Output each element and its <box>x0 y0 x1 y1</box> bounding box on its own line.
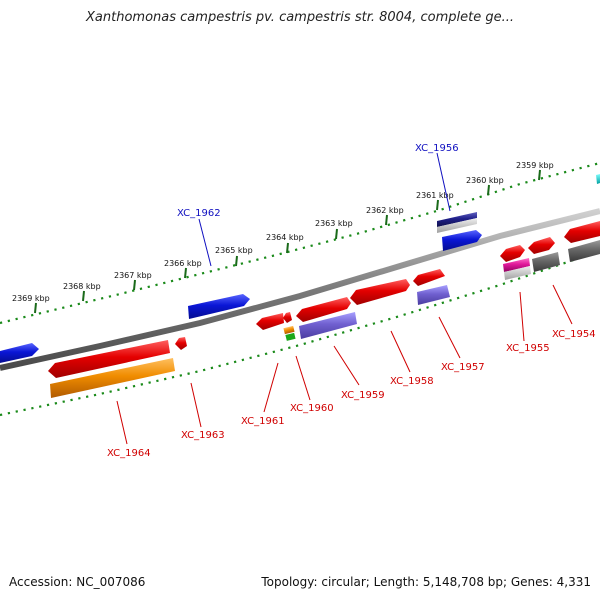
gene-xc-1959-lav[interactable] <box>299 312 357 339</box>
kbp-label: 2364 kbp <box>266 233 304 242</box>
map-title: Xanthomonas campestris pv. campestris st… <box>86 10 514 25</box>
kbp-tick <box>436 199 439 211</box>
kbp-tick <box>235 255 238 267</box>
kbp-tick <box>538 169 541 181</box>
leader-xc-1957 <box>438 316 461 359</box>
label-xc-1958[interactable]: XC_1958 <box>390 376 434 387</box>
gene-xc-1959[interactable] <box>296 297 351 322</box>
gene-xc-1954[interactable] <box>528 237 555 254</box>
kbp-label: 2366 kbp <box>164 259 202 268</box>
leader-xc-1958 <box>390 330 411 373</box>
label-xc-1961[interactable]: XC_1961 <box>241 416 285 427</box>
label-xc-1960[interactable]: XC_1960 <box>290 403 334 414</box>
upper-track-line <box>0 161 600 325</box>
gene-xc-1957[interactable] <box>413 269 445 286</box>
kbp-label: 2362 kbp <box>366 206 404 215</box>
gene-upper-left-blue[interactable] <box>0 343 39 363</box>
kbp-tick <box>335 228 338 240</box>
label-xc-1963[interactable]: XC_1963 <box>181 430 225 441</box>
kbp-label: 2368 kbp <box>63 282 101 291</box>
kbp-label: 2361 kbp <box>416 191 454 200</box>
leader-xc-1954 <box>552 284 573 325</box>
gene-xc-1955-pink[interactable] <box>503 258 530 272</box>
leader-xc-1964 <box>116 400 128 445</box>
gene-xc-1954-gray[interactable] <box>532 252 560 272</box>
gene-xc-1958[interactable] <box>350 279 410 305</box>
gene-xc-1957-lav[interactable] <box>417 285 450 305</box>
kbp-ruler: 2369 kbp 2368 kbp 2367 kbp 2366 kbp 2365… <box>12 161 554 314</box>
label-xc-1956[interactable]: XC_1956 <box>415 143 459 154</box>
leader-xc-1956 <box>436 152 451 212</box>
gene-xc-1962[interactable] <box>188 294 250 319</box>
kbp-label: 2369 kbp <box>12 294 50 303</box>
gene-xc-1960-orange[interactable] <box>283 325 295 335</box>
gene-xc-1963[interactable] <box>175 337 187 350</box>
gene-xc-1964[interactable] <box>48 340 170 378</box>
gene-upper-cyan[interactable] <box>596 174 600 184</box>
kbp-label: 2367 kbp <box>114 271 152 280</box>
gene-xc-1964-orange[interactable] <box>50 358 175 398</box>
label-xc-1954[interactable]: XC_1954 <box>552 329 596 340</box>
label-xc-1959[interactable]: XC_1959 <box>341 390 385 401</box>
gene-labels: XC_1956 XC_1962 XC_1954 XC_1955 XC_1957 … <box>107 143 596 459</box>
gene-xc-1961[interactable] <box>256 313 284 330</box>
label-xc-1962[interactable]: XC_1962 <box>177 208 221 219</box>
leader-xc-1963 <box>190 382 202 428</box>
kbp-tick <box>385 214 388 226</box>
kbp-label: 2363 kbp <box>315 219 353 228</box>
kbp-tick <box>184 267 187 279</box>
kbp-label: 2360 kbp <box>466 176 504 185</box>
label-xc-1955[interactable]: XC_1955 <box>506 343 550 354</box>
gene-xc-1956-shadow[interactable] <box>437 218 477 233</box>
kbp-tick <box>34 302 37 314</box>
kbp-label: 2365 kbp <box>215 246 253 255</box>
leader-xc-1962 <box>198 218 212 267</box>
topology-text: Topology: circular; Length: 5,148,708 bp… <box>261 575 591 589</box>
gene-xc-1960-green[interactable] <box>285 332 296 341</box>
kbp-tick <box>133 279 136 291</box>
label-xc-1964[interactable]: XC_1964 <box>107 448 151 459</box>
gene-xc-1956[interactable] <box>442 230 482 251</box>
leader-xc-1959 <box>333 345 360 386</box>
gene-xc-1955-silver[interactable] <box>504 266 531 280</box>
label-xc-1957[interactable]: XC_1957 <box>441 362 485 373</box>
leader-xc-1961 <box>263 362 279 413</box>
kbp-tick <box>82 290 85 302</box>
gene-edge-red[interactable] <box>564 221 600 243</box>
accession-text: Accession: NC_007086 <box>9 575 146 589</box>
upper-strand-genes <box>0 174 600 363</box>
kbp-tick <box>286 242 289 254</box>
gene-edge-gray[interactable] <box>568 240 600 262</box>
gene-xc-1956-top[interactable] <box>437 212 477 227</box>
leader-xc-1960 <box>295 355 311 401</box>
gene-xc-1955[interactable] <box>500 245 525 262</box>
leader-xc-1955 <box>519 291 525 342</box>
gene-xc-1961-b[interactable] <box>283 312 292 323</box>
lower-strand-genes <box>48 221 600 398</box>
kbp-label: 2359 kbp <box>516 161 554 170</box>
kbp-tick <box>487 184 490 196</box>
genome-backbone <box>0 208 600 371</box>
label-leaders <box>116 152 573 445</box>
